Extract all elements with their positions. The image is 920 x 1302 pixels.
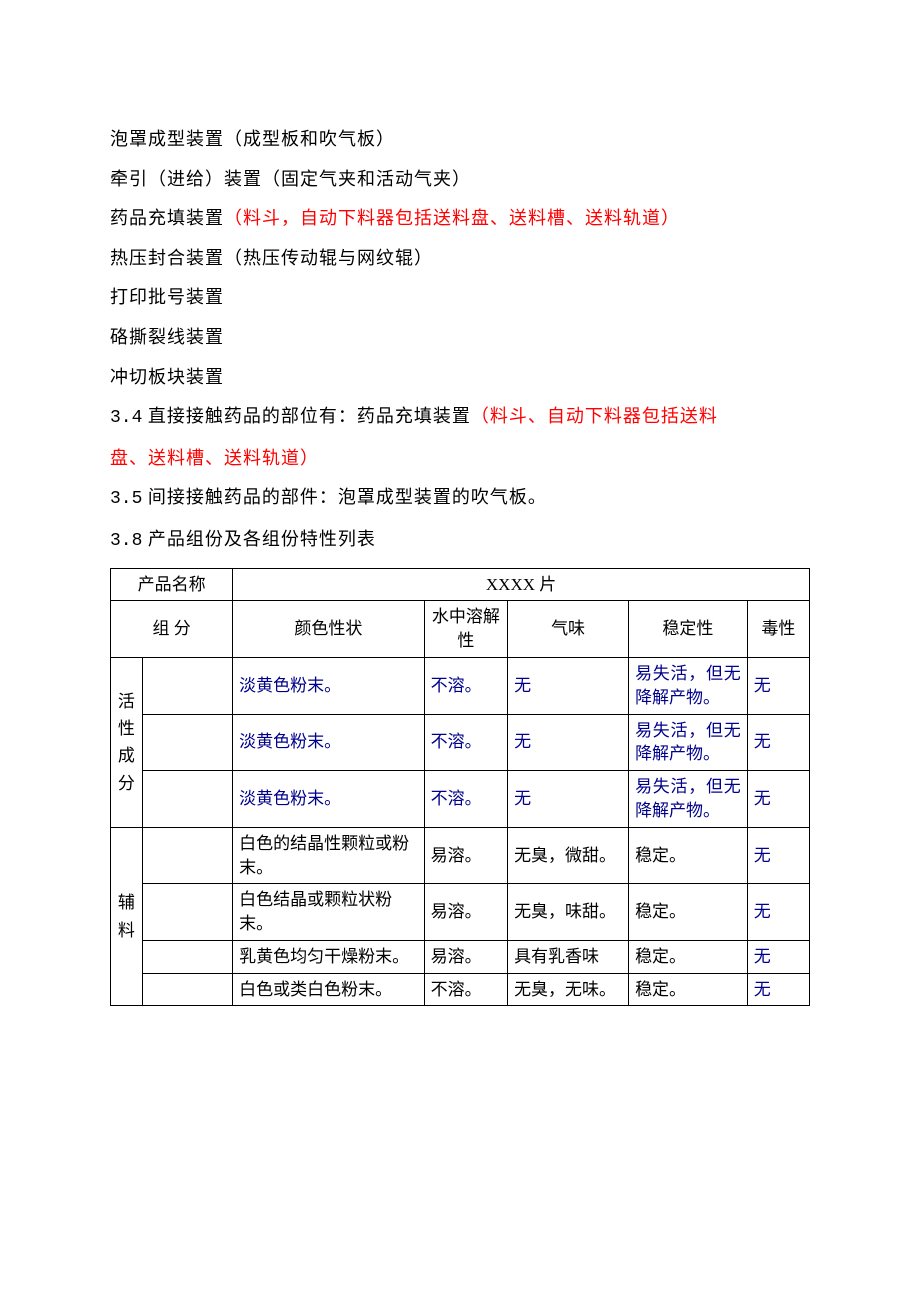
sec-3-4-text-a: 直接接触药品的部位有：药品充填装置 (142, 406, 471, 426)
cell-subname (142, 771, 232, 828)
vchar: 辅 (113, 889, 140, 916)
cell-subname (142, 973, 232, 1006)
cell-smell: 无臭，无味。 (508, 973, 629, 1006)
cell-sol: 易溶。 (424, 827, 507, 884)
cell-sol: 不溶。 (424, 714, 507, 771)
cell-tox: 无 (747, 771, 809, 828)
cell-subname (142, 940, 232, 973)
section-3-5: 3.5 间接接触药品的部件：泡罩成型装置的吹气板。 (110, 478, 810, 520)
line-1: 泡罩成型装置（成型板和吹气板） (110, 120, 810, 160)
vchar: 分 (113, 770, 140, 797)
cell-stab: 稳定。 (629, 940, 748, 973)
cell-stab: 易失活，但无降解产物。 (629, 771, 748, 828)
cell-color: 白色结晶或颗粒状粉末。 (233, 884, 424, 941)
cell-sol: 不溶。 (424, 657, 507, 714)
table-row: 白色结晶或颗粒状粉末。 易溶。 无臭，味甜。 稳定。 无 (111, 884, 810, 941)
cell-tox: 无 (747, 884, 809, 941)
table-row: 乳黄色均匀干燥粉末。 易溶。 具有乳香味 稳定。 无 (111, 940, 810, 973)
cell-subname (142, 714, 232, 771)
line-4: 热压封合装置（热压传动辊与网纹辊） (110, 239, 810, 279)
table-row: 淡黄色粉末。 不溶。 无 易失活，但无降解产物。 无 (111, 771, 810, 828)
vchar: 成 (113, 742, 140, 769)
hdr-comp: 组 分 (111, 601, 233, 658)
group-active: 活 性 成 分 (111, 657, 143, 827)
table-row: 活 性 成 分 淡黄色粉末。 不溶。 无 易失活，但无降解产物。 无 (111, 657, 810, 714)
cell-stab: 稳定。 (629, 884, 748, 941)
cell-stab: 稳定。 (629, 973, 748, 1006)
section-3-4-cont: 盘、送料槽、送料轨道） (110, 439, 810, 479)
section-3-4: 3.4 直接接触药品的部位有：药品充填装置（料斗、自动下料器包括送料 (110, 397, 810, 439)
cell-color: 白色或类白色粉末。 (233, 973, 424, 1006)
document-page: 泡罩成型装置（成型板和吹气板） 牵引（进给）装置（固定气夹和活动气夹） 药品充填… (0, 0, 920, 1066)
cell-color: 白色的结晶性颗粒或粉末。 (233, 827, 424, 884)
line-6: 硌撕裂线装置 (110, 318, 810, 358)
line-3-red: （料斗，自动下料器包括送料盘、送料槽、送料轨道） (224, 208, 680, 228)
cell-smell: 无臭，味甜。 (508, 884, 629, 941)
cell-sol: 易溶。 (424, 940, 507, 973)
hdr-tox: 毒性 (747, 601, 809, 658)
sec-3-4-num: 3.4 (110, 408, 142, 428)
cell-color: 淡黄色粉末。 (233, 714, 424, 771)
sec-3-8-num: 3.8 (110, 531, 142, 551)
line-7: 冲切板块装置 (110, 358, 810, 398)
cell-smell: 无 (508, 714, 629, 771)
line-3-black: 药品充填装置 (110, 208, 224, 228)
cell-smell: 无 (508, 771, 629, 828)
cell-smell: 无 (508, 657, 629, 714)
cell-tox: 无 (747, 657, 809, 714)
line-5: 打印批号装置 (110, 278, 810, 318)
cell-smell: 具有乳香味 (508, 940, 629, 973)
cell-tox: 无 (747, 827, 809, 884)
cell-stab: 稳定。 (629, 827, 748, 884)
cell-color: 淡黄色粉末。 (233, 657, 424, 714)
cell-subname (142, 827, 232, 884)
cell-color: 乳黄色均匀干燥粉末。 (233, 940, 424, 973)
group-aux: 辅 料 (111, 827, 143, 1006)
table-row: 淡黄色粉末。 不溶。 无 易失活，但无降解产物。 无 (111, 714, 810, 771)
section-3-8: 3.8 产品组份及各组份特性列表 (110, 520, 810, 562)
hdr-smell: 气味 (508, 601, 629, 658)
hdr-stab: 稳定性 (629, 601, 748, 658)
table-row: 辅 料 白色的结晶性颗粒或粉末。 易溶。 无臭，微甜。 稳定。 无 (111, 827, 810, 884)
cell-tox: 无 (747, 940, 809, 973)
composition-table: 产品名称 XXXX 片 组 分 颜色性状 水中溶解性 气味 稳定性 毒性 活 性… (110, 568, 810, 1007)
cell-stab: 易失活，但无降解产物。 (629, 657, 748, 714)
table-row-header-1: 产品名称 XXXX 片 (111, 568, 810, 601)
sec-3-8-text: 产品组份及各组份特性列表 (142, 529, 376, 549)
hdr-sol: 水中溶解性 (424, 601, 507, 658)
vchar: 料 (113, 917, 140, 944)
sec-3-5-text: 间接接触药品的部件：泡罩成型装置的吹气板。 (142, 487, 547, 507)
hdr-product-name: 产品名称 (111, 568, 233, 601)
cell-sol: 不溶。 (424, 973, 507, 1006)
cell-color: 淡黄色粉末。 (233, 771, 424, 828)
cell-subname (142, 884, 232, 941)
line-2: 牵引（进给）装置（固定气夹和活动气夹） (110, 160, 810, 200)
sec-3-4-text-b: （料斗、自动下料器包括送料 (471, 406, 718, 426)
cell-tox: 无 (747, 973, 809, 1006)
hdr-color: 颜色性状 (233, 601, 424, 658)
table-row-header-2: 组 分 颜色性状 水中溶解性 气味 稳定性 毒性 (111, 601, 810, 658)
sec-3-5-num: 3.5 (110, 489, 142, 509)
vchar: 性 (113, 715, 140, 742)
cell-sol: 不溶。 (424, 771, 507, 828)
cell-stab: 易失活，但无降解产物。 (629, 714, 748, 771)
cell-smell: 无臭，微甜。 (508, 827, 629, 884)
cell-subname (142, 657, 232, 714)
line-3: 药品充填装置（料斗，自动下料器包括送料盘、送料槽、送料轨道） (110, 199, 810, 239)
cell-tox: 无 (747, 714, 809, 771)
table-row: 白色或类白色粉末。 不溶。 无臭，无味。 稳定。 无 (111, 973, 810, 1006)
vchar: 活 (113, 688, 140, 715)
cell-sol: 易溶。 (424, 884, 507, 941)
hdr-product-value: XXXX 片 (233, 568, 810, 601)
